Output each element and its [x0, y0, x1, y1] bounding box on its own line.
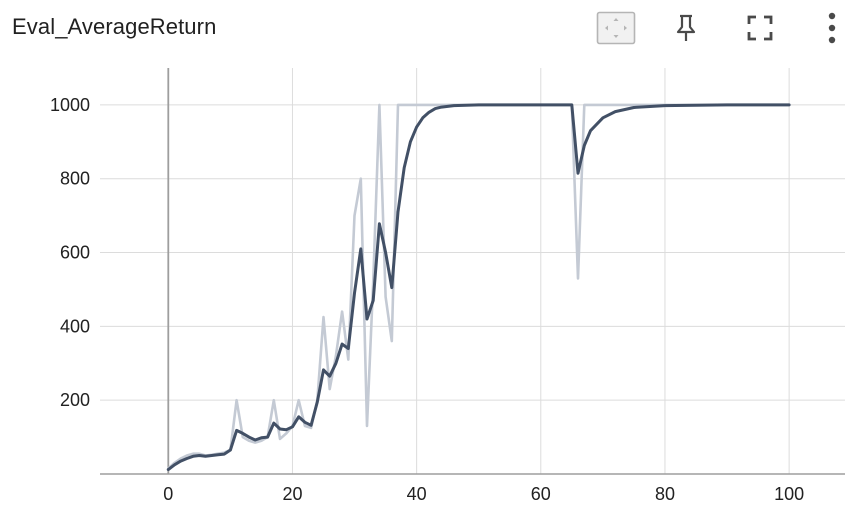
x-tick-label: 20	[282, 484, 302, 504]
fit-domain-button[interactable]	[596, 10, 636, 46]
pin-button[interactable]	[666, 10, 706, 46]
y-tick-label: 800	[60, 169, 90, 189]
x-tick-label: 60	[531, 484, 551, 504]
series-line-raw	[167, 103, 791, 470]
x-tick-label: 100	[774, 484, 804, 504]
x-tick-label: 40	[407, 484, 427, 504]
tick-labels: 0 20 40 60 80 100 200 400 600 800 1000	[50, 95, 804, 504]
fit-domain-icon	[596, 11, 636, 45]
y-tick-label: 1000	[50, 95, 90, 115]
y-tick-label: 200	[60, 390, 90, 410]
grid	[100, 68, 845, 474]
series-line-smoothed	[166, 103, 791, 472]
series-layer	[166, 103, 791, 472]
x-tick-label: 80	[655, 484, 675, 504]
more-options-button[interactable]	[812, 10, 852, 46]
line-chart[interactable]: 0 20 40 60 80 100 200 400 600 800 1000	[0, 56, 858, 523]
chart-title: Eval_AverageReturn	[12, 14, 217, 39]
more-vert-icon	[828, 12, 836, 44]
x-tick-label: 0	[163, 484, 173, 504]
card-header: Eval_AverageReturn	[0, 0, 858, 56]
y-tick-label: 600	[60, 243, 90, 263]
y-tick-label: 400	[60, 316, 90, 336]
pin-icon	[676, 14, 696, 41]
fullscreen-icon	[747, 15, 773, 41]
axes	[100, 68, 845, 475]
fullscreen-button[interactable]	[740, 10, 780, 46]
